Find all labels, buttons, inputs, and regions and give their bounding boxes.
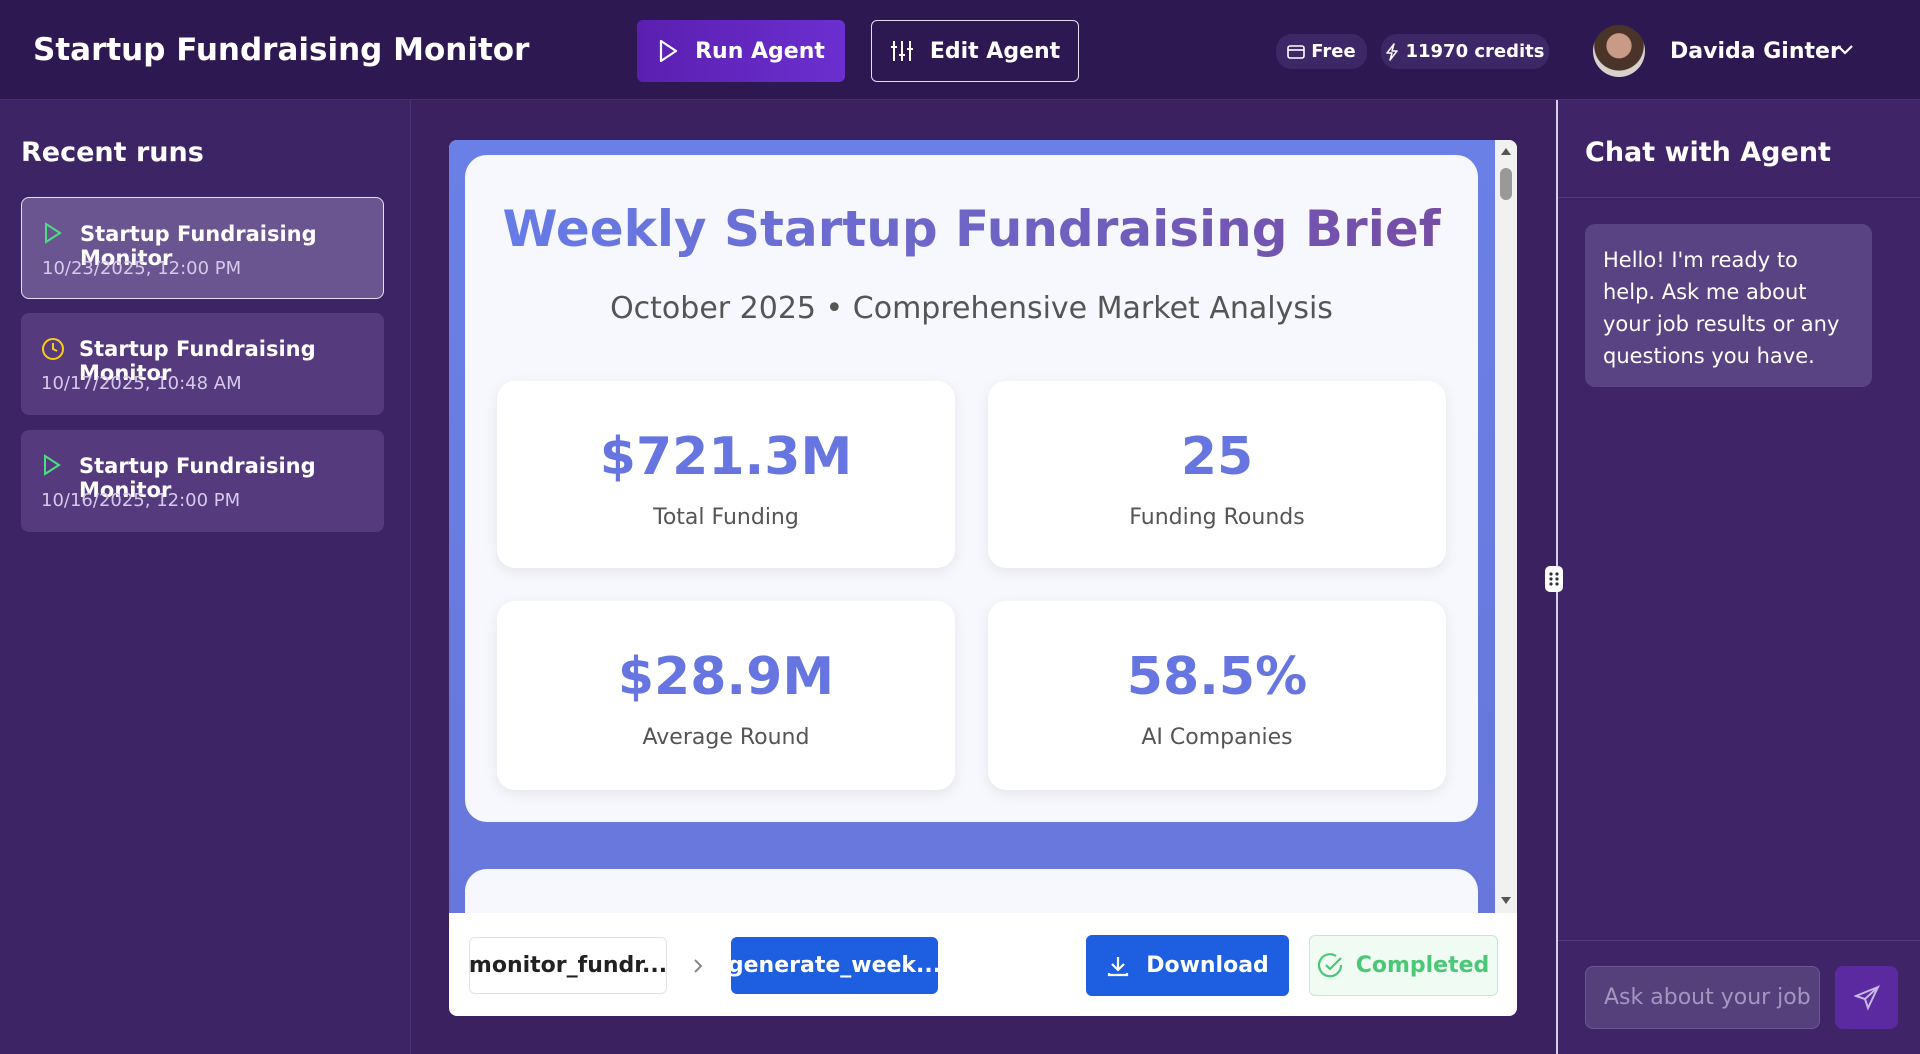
send-button[interactable] (1835, 966, 1898, 1029)
resize-handle[interactable] (1545, 566, 1563, 592)
label: Edit Agent (929, 38, 1061, 64)
label: Free (1311, 41, 1356, 62)
stat-card: 25 Funding Rounds (988, 381, 1446, 568)
download-button[interactable]: Download (1086, 935, 1289, 996)
check-icon (1317, 952, 1342, 977)
credits-badge: 11970 credits (1381, 34, 1549, 69)
run-name: Startup Fundraising Monitor (80, 222, 317, 270)
chat-panel: Chat with Agent Hello! I'm ready to help… (1556, 100, 1920, 1054)
play-icon (44, 454, 61, 476)
label: 11970 credits (1405, 41, 1545, 62)
play-icon (45, 222, 62, 244)
chat-input[interactable]: Ask about your job r (1585, 966, 1820, 1029)
stat-value: $721.3M (599, 427, 853, 487)
label: Download (1146, 953, 1269, 978)
card-icon (1287, 44, 1306, 59)
run-time: 10/16/2025, 12:00 PM (41, 490, 241, 511)
run-item[interactable]: Startup Fundraising Monitor 10/16/2025, … (21, 430, 384, 532)
stat-value: 25 (1180, 427, 1254, 487)
next-card (465, 869, 1478, 913)
run-time: 10/17/2025, 10:48 AM (41, 373, 242, 394)
report-title: Weekly Startup Fundraising Brief (465, 200, 1478, 258)
run-item[interactable]: Startup Fundraising Monitor 10/23/2025, … (21, 197, 384, 299)
stat-value: 58.5% (1126, 647, 1308, 707)
stat-label: AI Companies (1141, 725, 1293, 750)
run-item[interactable]: Startup Fundraising Monitor 10/17/2025, … (21, 313, 384, 415)
plan-badge: Free (1276, 34, 1367, 69)
report-view: Weekly Startup Fundraising Brief October… (449, 140, 1495, 913)
stat-card: $721.3M Total Funding (497, 381, 955, 568)
send-icon (1853, 984, 1880, 1011)
step-button[interactable]: monitor_fundr... (469, 937, 667, 994)
run-name: Startup Fundraising Monitor (79, 337, 316, 385)
scroll-thumb[interactable] (1500, 168, 1512, 200)
stat-value: $28.9M (617, 647, 835, 707)
sliders-icon (890, 41, 913, 61)
report-panel: Weekly Startup Fundraising Brief October… (449, 140, 1517, 1016)
user-name[interactable]: Davida Ginter (1670, 39, 1841, 64)
clock-icon (42, 338, 64, 360)
stat-card: $28.9M Average Round (497, 601, 955, 790)
stat-card: 58.5% AI Companies (988, 601, 1446, 790)
scroll-down[interactable] (1500, 896, 1512, 906)
stat-label: Total Funding (653, 505, 799, 530)
chat-message: Hello! I'm ready to help. Ask me about y… (1585, 224, 1872, 387)
grip-icon (1549, 572, 1559, 586)
scroll-up[interactable] (1500, 146, 1512, 156)
step-button[interactable]: generate_week... (728, 937, 941, 994)
report-subtitle: October 2025 • Comprehensive Market Anal… (610, 291, 1333, 326)
stat-label: Funding Rounds (1129, 505, 1305, 530)
chat-title: Chat with Agent (1585, 137, 1831, 168)
edit-agent-button[interactable]: Edit Agent (871, 20, 1079, 82)
step-chevron (694, 959, 703, 973)
header: Startup Fundraising Monitor Run Agent Ed… (0, 0, 1920, 100)
run-agent-button[interactable]: Run Agent (637, 20, 845, 82)
run-name: Startup Fundraising Monitor (79, 454, 316, 502)
play-icon (659, 39, 678, 63)
bolt-icon (1386, 42, 1399, 61)
download-icon (1108, 956, 1129, 976)
run-time: 10/23/2025, 12:00 PM (42, 258, 242, 279)
chevron-down[interactable] (1835, 44, 1855, 56)
sidebar-title: Recent runs (21, 137, 204, 168)
avatar[interactable] (1593, 25, 1645, 77)
scrollbar[interactable] (1495, 140, 1517, 913)
label: Run Agent (695, 38, 825, 64)
summary-card: Weekly Startup Fundraising Brief October… (465, 155, 1478, 822)
stat-label: Average Round (642, 725, 810, 750)
app-title: Startup Fundraising Monitor (33, 32, 530, 68)
sidebar: Recent runs Startup Fundraising Monitor … (0, 100, 411, 1054)
label: Completed (1355, 953, 1490, 978)
divider (1558, 197, 1920, 198)
divider (1558, 940, 1920, 941)
status-badge: Completed (1309, 935, 1498, 996)
